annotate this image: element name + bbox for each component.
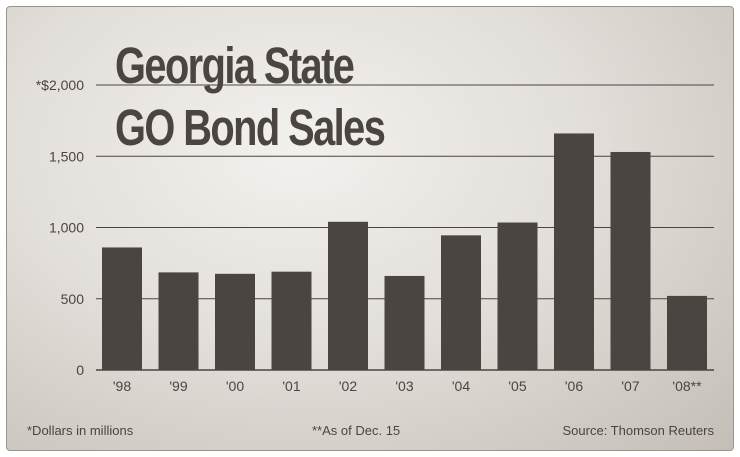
bar-00 bbox=[215, 273, 255, 370]
y-tick-label: 500 bbox=[61, 291, 85, 307]
x-tick-label: '02 bbox=[339, 378, 357, 394]
y-tick-label: 0 bbox=[76, 362, 84, 378]
x-tick-label: '08** bbox=[672, 378, 702, 394]
x-tick-label: '04 bbox=[452, 378, 470, 394]
bar-08 bbox=[667, 295, 707, 370]
y-tick-label: *$2,000 bbox=[36, 77, 84, 93]
bar-04 bbox=[441, 235, 481, 370]
source-credit: Source: Thomson Reuters bbox=[562, 423, 715, 438]
y-tick-label: 1,500 bbox=[49, 148, 84, 164]
bar-07 bbox=[610, 151, 651, 370]
bar-06 bbox=[554, 133, 594, 370]
x-tick-label: '99 bbox=[169, 378, 187, 394]
x-tick-label: '07 bbox=[621, 378, 639, 394]
bar-03 bbox=[384, 275, 425, 370]
y-tick-label: 1,000 bbox=[49, 220, 84, 236]
chart-title-line-2: GO Bond Sales bbox=[115, 99, 386, 156]
bar-98 bbox=[102, 247, 142, 370]
bar-99 bbox=[158, 272, 199, 370]
x-tick-label: '03 bbox=[395, 378, 413, 394]
footnote-date: **As of Dec. 15 bbox=[312, 423, 401, 438]
bar-05 bbox=[497, 222, 538, 370]
x-tick-label: '06 bbox=[565, 378, 583, 394]
x-tick-label: '05 bbox=[508, 378, 526, 394]
x-tick-label: '98 bbox=[113, 378, 131, 394]
bar-02 bbox=[328, 221, 368, 370]
footnote-units: *Dollars in millions bbox=[27, 423, 134, 438]
x-tick-label: '01 bbox=[282, 378, 300, 394]
bar-01 bbox=[271, 271, 312, 370]
x-tick-label: '00 bbox=[226, 378, 244, 394]
